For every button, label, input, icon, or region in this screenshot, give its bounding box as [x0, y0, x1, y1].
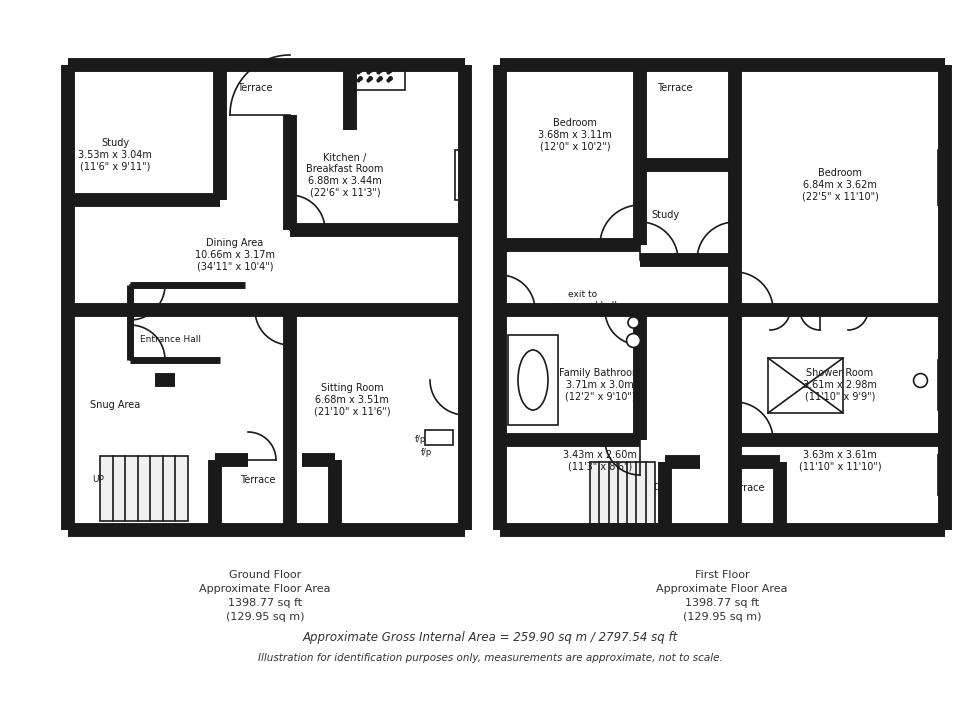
Text: Study
3.53m x 3.04m
(11'6" x 9'11"): Study 3.53m x 3.04m (11'6" x 9'11") — [78, 138, 152, 172]
Text: Approximate Gross Internal Area = 259.90 sq m / 2797.54 sq ft: Approximate Gross Internal Area = 259.90… — [303, 632, 677, 644]
Bar — [508, 335, 558, 425]
Text: Bedroom
3.43m x 2.60m
(11'3" x 8'6"): Bedroom 3.43m x 2.60m (11'3" x 8'6") — [564, 438, 637, 472]
Bar — [648, 62, 698, 69]
Bar — [938, 150, 945, 205]
Bar — [520, 62, 590, 69]
Bar — [64, 140, 71, 190]
Bar — [300, 62, 340, 69]
Text: UP: UP — [92, 475, 104, 484]
Bar — [460, 420, 467, 455]
Text: Bedroom
6.84m x 3.62m
(22'5" x 11'10"): Bedroom 6.84m x 3.62m (22'5" x 11'10") — [802, 168, 878, 202]
Bar — [848, 62, 913, 69]
Ellipse shape — [518, 350, 548, 410]
Text: Bedroom
3.63m x 3.61m
(11'10" x 11'10"): Bedroom 3.63m x 3.61m (11'10" x 11'10") — [799, 438, 881, 472]
Bar — [496, 145, 503, 190]
Text: Kitchen /
Breakfast Room
6.88m x 3.44m
(22'6" x 11'3"): Kitchen / Breakfast Room 6.88m x 3.44m (… — [307, 153, 384, 198]
Bar — [460, 150, 467, 200]
Bar — [750, 62, 820, 69]
Text: Sitting Room
6.68m x 3.51m
(21'10" x 11'6"): Sitting Room 6.68m x 3.51m (21'10" x 11'… — [314, 383, 390, 416]
Bar — [768, 358, 843, 413]
Text: Terrace: Terrace — [237, 83, 272, 93]
Text: Entrance Hall: Entrance Hall — [139, 336, 201, 344]
Text: Terrace: Terrace — [729, 483, 764, 493]
Bar — [100, 456, 188, 521]
Bar — [350, 65, 405, 90]
Bar — [748, 526, 798, 533]
Text: Study: Study — [651, 210, 679, 220]
Text: f/p: f/p — [415, 435, 425, 444]
Text: Illustration for identification purposes only, measurements are approximate, not: Illustration for identification purposes… — [258, 653, 722, 663]
Text: DN: DN — [654, 484, 666, 493]
Text: Ground Floor
Approximate Floor Area
1398.77 sq ft
(129.95 sq m): Ground Floor Approximate Floor Area 1398… — [199, 570, 331, 622]
Bar — [298, 526, 336, 533]
Text: exit to
communal hall: exit to communal hall — [550, 290, 616, 310]
Bar — [228, 526, 266, 533]
Text: Dining Area
10.66m x 3.17m
(34'11" x 10'4"): Dining Area 10.66m x 3.17m (34'11" x 10'… — [195, 238, 275, 271]
Text: Shower Room
3.61m x 2.98m
(11'10" x 9'9"): Shower Room 3.61m x 2.98m (11'10" x 9'9"… — [803, 369, 877, 402]
Text: Bedroom
3.68m x 3.11m
(12'0" x 10'2"): Bedroom 3.68m x 3.11m (12'0" x 10'2") — [538, 118, 612, 151]
Bar — [95, 62, 180, 69]
Text: Snug Area: Snug Area — [90, 400, 140, 410]
Text: Terrace: Terrace — [240, 475, 275, 485]
Text: Terrace: Terrace — [658, 83, 693, 93]
Bar — [590, 462, 655, 524]
Text: Family Bathroom
3.71m x 3.0m
(12'2" x 9'10"): Family Bathroom 3.71m x 3.0m (12'2" x 9'… — [559, 369, 641, 402]
Bar — [455, 150, 467, 200]
Bar — [938, 455, 945, 495]
Bar — [425, 430, 453, 445]
Text: First Floor
Approximate Floor Area
1398.77 sq ft
(129.95 sq m): First Floor Approximate Floor Area 1398.… — [657, 570, 788, 622]
Text: f/p: f/p — [421, 448, 432, 457]
Bar — [228, 62, 268, 69]
Bar — [938, 360, 945, 410]
